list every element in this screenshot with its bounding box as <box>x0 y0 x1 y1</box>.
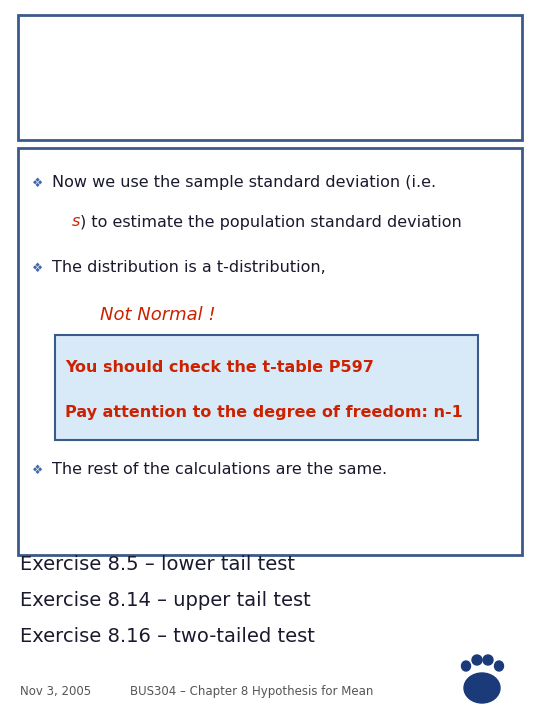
Text: Exercise 8.14 – upper tail test: Exercise 8.14 – upper tail test <box>20 592 310 611</box>
Text: Exercise 8.16 – two-tailed test: Exercise 8.16 – two-tailed test <box>20 628 315 647</box>
FancyBboxPatch shape <box>18 148 522 555</box>
Text: Not Normal !: Not Normal ! <box>100 306 215 324</box>
Ellipse shape <box>483 655 493 665</box>
Text: Nov 3, 2005: Nov 3, 2005 <box>20 685 91 698</box>
FancyBboxPatch shape <box>18 15 522 140</box>
Text: The distribution is a t-distribution,: The distribution is a t-distribution, <box>52 261 326 276</box>
Text: ) to estimate the population standard deviation: ) to estimate the population standard de… <box>80 215 462 230</box>
Ellipse shape <box>462 661 470 671</box>
Text: ❖: ❖ <box>32 464 44 477</box>
Text: The rest of the calculations are the same.: The rest of the calculations are the sam… <box>52 462 387 477</box>
Ellipse shape <box>472 655 482 665</box>
Text: Exercise 8.5 – lower tail test: Exercise 8.5 – lower tail test <box>20 556 295 575</box>
Text: BUS304 – Chapter 8 Hypothesis for Mean: BUS304 – Chapter 8 Hypothesis for Mean <box>130 685 373 698</box>
FancyBboxPatch shape <box>55 335 478 440</box>
Ellipse shape <box>495 661 503 671</box>
Text: s: s <box>72 215 80 230</box>
Text: You should check the t-table P597: You should check the t-table P597 <box>65 361 374 376</box>
Ellipse shape <box>464 673 500 703</box>
Text: ❖: ❖ <box>32 176 44 189</box>
Text: Pay attention to the degree of freedom: n-1: Pay attention to the degree of freedom: … <box>65 405 463 420</box>
Text: Now we use the sample standard deviation (i.e.: Now we use the sample standard deviation… <box>52 176 436 191</box>
Text: ❖: ❖ <box>32 261 44 274</box>
